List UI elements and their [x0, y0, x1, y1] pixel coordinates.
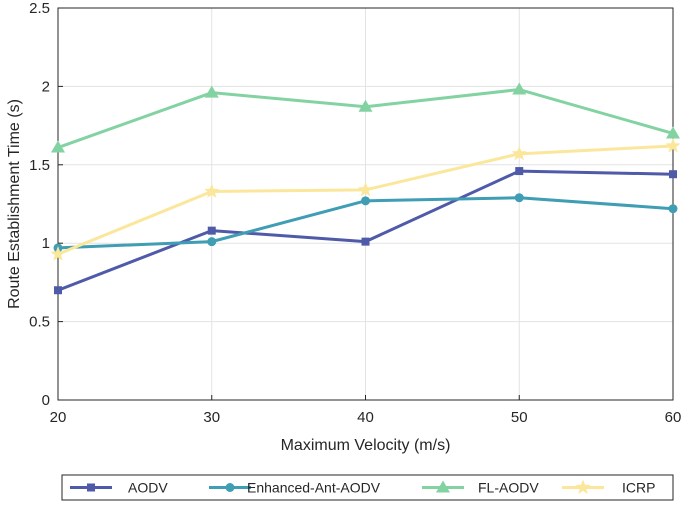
legend-marker — [575, 479, 591, 494]
legend-marker — [87, 483, 95, 492]
legend-marker — [225, 483, 235, 492]
legend-entry: FL-AODV — [422, 480, 539, 496]
data-point — [207, 226, 216, 235]
data-point — [669, 170, 677, 179]
x-tick-label: 50 — [511, 409, 528, 426]
y-tick-label: 2 — [42, 78, 50, 95]
legend-entry: AODV — [70, 480, 168, 496]
data-point — [665, 137, 681, 153]
data-point — [204, 183, 220, 198]
legend-entry: Enhanced-Ant-AODV — [209, 480, 381, 496]
data-point — [207, 237, 217, 247]
series-fl-aodv — [51, 82, 680, 153]
series-lines — [50, 82, 681, 295]
data-point — [514, 193, 524, 203]
data-point — [51, 140, 65, 153]
y-tick-label: 0 — [42, 392, 50, 409]
axis-ticks: 20 30 40 50 60 0 0.5 1 1.5 2 2.5 — [29, 0, 681, 426]
data-point — [361, 196, 370, 206]
legend-label: Enhanced-Ant-AODV — [247, 480, 381, 496]
y-axis-title: Route Establishment Time (s) — [6, 99, 23, 309]
data-point — [357, 181, 374, 197]
legend-label: FL-AODV — [478, 480, 539, 496]
data-point — [515, 167, 524, 176]
data-point — [50, 246, 66, 261]
series-icrp — [50, 137, 681, 261]
legend-entry: ICRP — [562, 479, 655, 496]
data-point — [54, 286, 62, 295]
data-point — [668, 204, 678, 214]
x-tick-label: 40 — [357, 409, 374, 426]
series-aodv — [54, 167, 677, 295]
data-point — [511, 145, 527, 161]
x-tick-label: 30 — [203, 409, 220, 426]
data-point — [666, 126, 680, 139]
data-point — [204, 85, 219, 98]
data-point — [361, 237, 370, 246]
x-tick-label: 20 — [50, 409, 67, 426]
legend-label: AODV — [128, 480, 168, 496]
y-tick-label: 1.5 — [29, 157, 50, 174]
legend-marker — [436, 480, 450, 493]
y-tick-label: 1 — [42, 235, 50, 252]
y-tick-label: 0.5 — [29, 314, 50, 331]
legend: AODV Enhanced-Ant-AODV FL-AODV ICRP — [61, 474, 674, 501]
data-point — [512, 82, 527, 95]
data-point — [358, 99, 373, 112]
x-axis-title: Maximum Velocity (m/s) — [281, 437, 451, 454]
y-tick-label: 2.5 — [29, 0, 50, 17]
x-tick-label: 60 — [665, 409, 682, 426]
series-enhanced-ant-aodv — [53, 193, 678, 253]
legend-label: ICRP — [622, 480, 655, 496]
